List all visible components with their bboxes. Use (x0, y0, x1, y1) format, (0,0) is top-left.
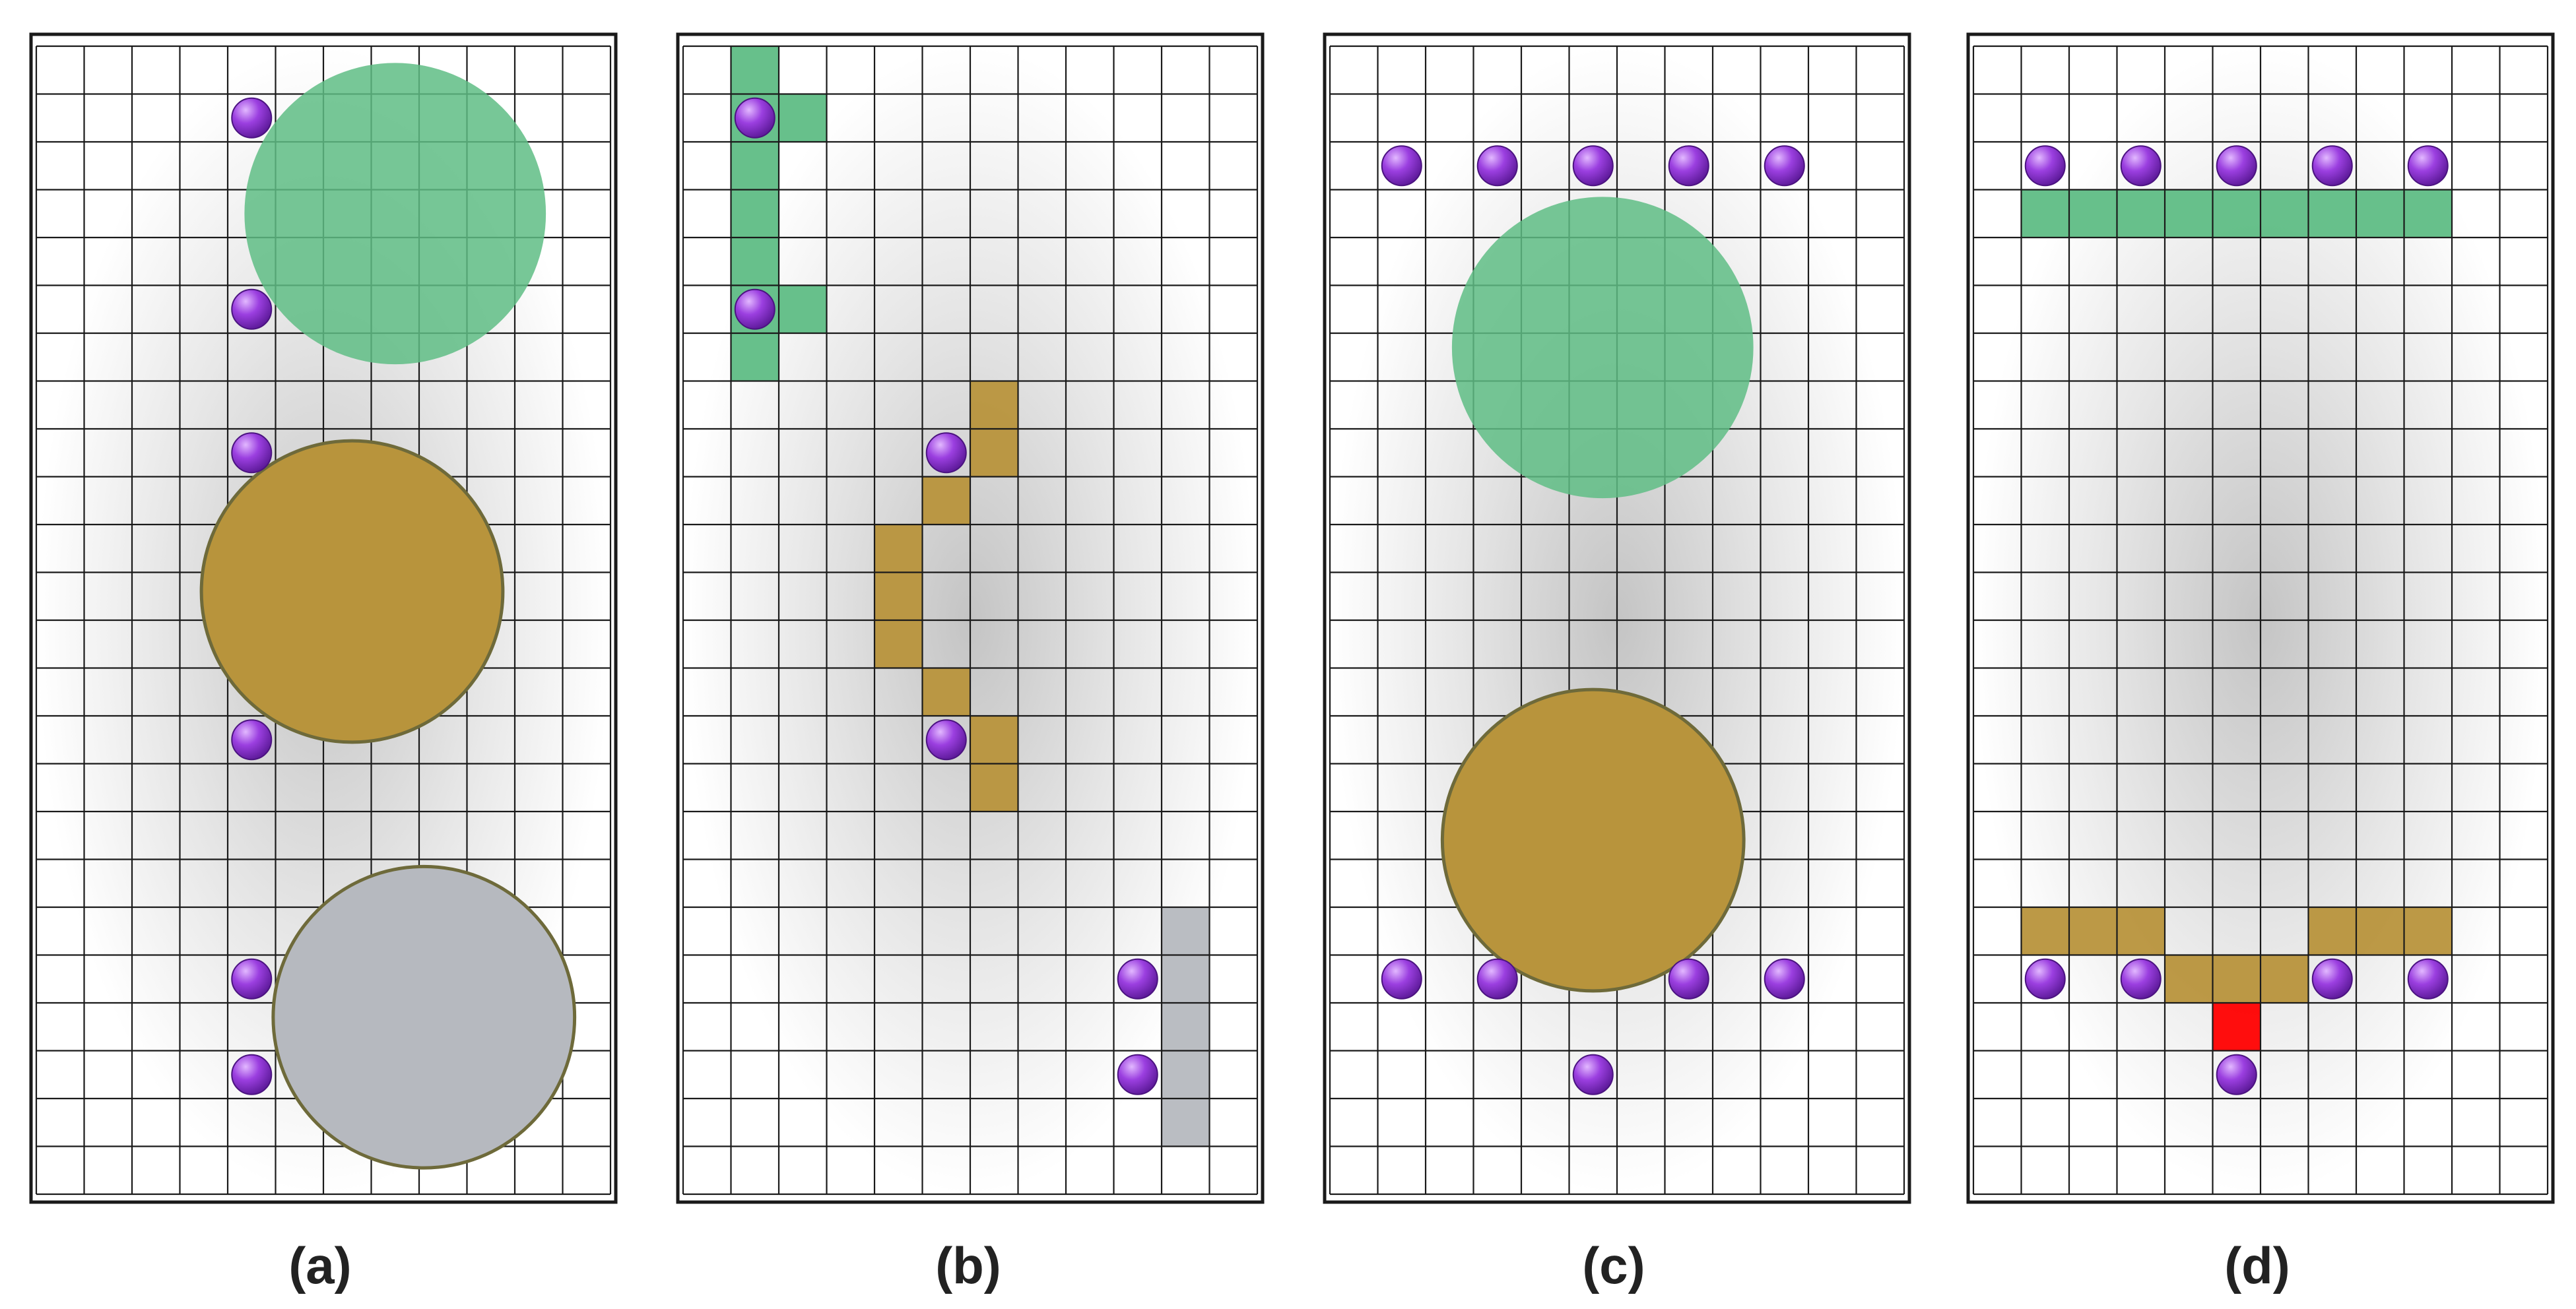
gray-cell (1162, 1099, 1210, 1147)
purple-ball (2407, 958, 2449, 1000)
green-cell (2308, 189, 2356, 238)
purple-ball (1668, 958, 1709, 1000)
purple-ball (1476, 145, 1518, 187)
brown-circle (1440, 687, 1746, 993)
purple-ball (2024, 958, 2066, 1000)
panel-a-label: (a) (288, 1236, 351, 1294)
brown-cell (970, 763, 1018, 812)
purple-ball (1572, 145, 1614, 187)
green-cell (2212, 189, 2261, 238)
purple-ball (2120, 958, 2162, 1000)
brown-cell (2261, 955, 2309, 1003)
purple-ball (734, 97, 776, 139)
green-cell (731, 46, 779, 94)
panel-c (1323, 32, 1911, 1204)
purple-ball (2120, 145, 2162, 187)
green-cell (2117, 189, 2165, 238)
purple-ball (1381, 145, 1422, 187)
panel-d-label: (d) (2224, 1236, 2290, 1294)
green-cell (779, 285, 827, 333)
panel-c-label: (c) (1582, 1236, 1645, 1294)
purple-ball (2311, 145, 2353, 187)
brown-cell (875, 572, 923, 620)
brown-cell (922, 476, 970, 525)
brown-cell (970, 716, 1018, 764)
brown-cell (875, 525, 923, 573)
purple-ball (231, 288, 273, 330)
purple-ball (734, 288, 776, 330)
purple-ball (231, 97, 273, 139)
purple-ball (1117, 958, 1158, 1000)
green-cell (731, 238, 779, 286)
purple-ball (925, 719, 967, 761)
purple-ball (2024, 145, 2066, 187)
gray-cell (1162, 907, 1210, 955)
purple-ball (1381, 958, 1422, 1000)
purple-ball (925, 432, 967, 474)
green-cell (2069, 189, 2117, 238)
gray-cell (1162, 955, 1210, 1003)
grid-lines (1972, 45, 2549, 1196)
green-cell (779, 94, 827, 142)
purple-ball (1764, 145, 1805, 187)
green-cell (2356, 189, 2404, 238)
purple-ball (2407, 145, 2449, 187)
brown-cell (922, 668, 970, 716)
green-circle (1451, 197, 1754, 499)
red-cell (2212, 1003, 2261, 1051)
purple-ball (231, 958, 273, 1000)
brown-cell (970, 381, 1018, 429)
purple-ball (1476, 958, 1518, 1000)
purple-ball (2216, 1054, 2257, 1095)
green-cell (2021, 189, 2069, 238)
panel-b (676, 32, 1265, 1204)
panel-a (29, 32, 618, 1204)
gray-cell (1162, 1003, 1210, 1051)
purple-ball (1572, 1054, 1614, 1095)
brown-cell (2165, 955, 2213, 1003)
green-cell (731, 189, 779, 238)
green-cell (731, 142, 779, 190)
brown-circle (199, 439, 505, 744)
green-cell (731, 333, 779, 381)
brown-cell (970, 429, 1018, 477)
brown-cell (2069, 907, 2117, 955)
green-cell (2261, 189, 2309, 238)
purple-ball (1117, 1054, 1158, 1095)
purple-ball (231, 432, 273, 474)
purple-ball (231, 719, 273, 761)
green-cell (2404, 189, 2452, 238)
green-circle (244, 63, 546, 365)
purple-ball (2216, 145, 2257, 187)
gray-cell (1162, 1050, 1210, 1099)
brown-cell (2117, 907, 2165, 955)
brown-cell (875, 620, 923, 668)
purple-ball (2311, 958, 2353, 1000)
green-cell (2165, 189, 2213, 238)
brown-cell (2308, 907, 2356, 955)
panel-d (1966, 32, 2555, 1204)
brown-cell (2021, 907, 2069, 955)
gray-circle (271, 864, 577, 1170)
panel-b-label: (b) (935, 1236, 1001, 1294)
grid-lines (682, 45, 1259, 1196)
brown-cell (2404, 907, 2452, 955)
purple-ball (1764, 958, 1805, 1000)
purple-ball (1668, 145, 1709, 187)
brown-cell (2212, 955, 2261, 1003)
brown-cell (2356, 907, 2404, 955)
purple-ball (231, 1054, 273, 1095)
